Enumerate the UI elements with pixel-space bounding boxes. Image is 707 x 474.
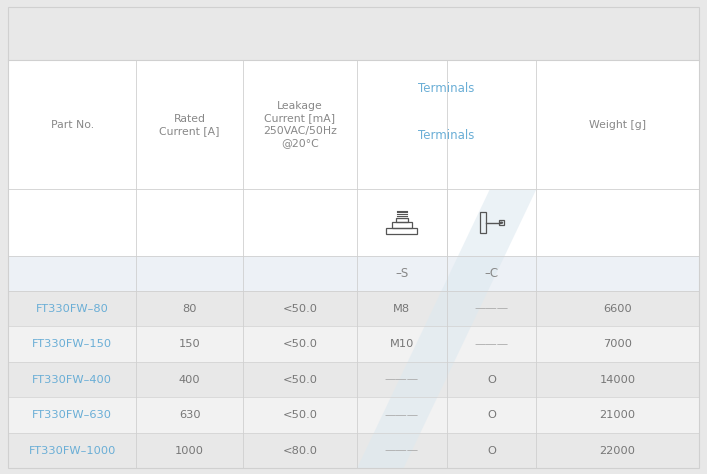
Text: Rated
Current [A]: Rated Current [A] — [159, 113, 220, 136]
Polygon shape — [357, 189, 537, 468]
Circle shape — [500, 221, 503, 224]
Text: 150: 150 — [179, 339, 201, 349]
Text: Part No.: Part No. — [51, 120, 94, 130]
Polygon shape — [8, 326, 699, 362]
Text: O: O — [487, 446, 496, 456]
Text: Terminals: Terminals — [419, 82, 475, 95]
Text: ———: ——— — [385, 410, 419, 420]
Text: <50.0: <50.0 — [283, 374, 317, 384]
Text: 1000: 1000 — [175, 446, 204, 456]
Polygon shape — [8, 60, 699, 468]
Text: 21000: 21000 — [600, 410, 636, 420]
Polygon shape — [8, 291, 699, 326]
Text: 14000: 14000 — [600, 374, 636, 384]
Text: 6600: 6600 — [603, 303, 632, 313]
Polygon shape — [8, 433, 699, 468]
Text: Leakage
Current [mA]
250VAC/50Hz
@20°C: Leakage Current [mA] 250VAC/50Hz @20°C — [263, 101, 337, 148]
Text: ———: ——— — [474, 339, 508, 349]
Text: 400: 400 — [179, 374, 200, 384]
Text: <50.0: <50.0 — [283, 339, 317, 349]
Polygon shape — [8, 60, 699, 189]
Text: FT330FW–630: FT330FW–630 — [33, 410, 112, 420]
Text: FT330FW–1000: FT330FW–1000 — [28, 446, 116, 456]
Polygon shape — [8, 362, 699, 397]
Text: 22000: 22000 — [600, 446, 636, 456]
Text: 7000: 7000 — [603, 339, 632, 349]
Text: –S: –S — [395, 267, 409, 280]
Polygon shape — [8, 397, 699, 433]
Text: 630: 630 — [179, 410, 200, 420]
Polygon shape — [8, 189, 699, 256]
Text: M8: M8 — [393, 303, 410, 313]
Text: <80.0: <80.0 — [283, 446, 317, 456]
Text: ———: ——— — [385, 446, 419, 456]
Text: <50.0: <50.0 — [283, 410, 317, 420]
Polygon shape — [8, 256, 699, 291]
Text: ———: ——— — [474, 303, 508, 313]
Text: Weight [g]: Weight [g] — [589, 120, 646, 130]
Text: FT330FW–80: FT330FW–80 — [36, 303, 109, 313]
Text: FT330FW–150: FT330FW–150 — [33, 339, 112, 349]
Text: M10: M10 — [390, 339, 414, 349]
Text: O: O — [487, 410, 496, 420]
Text: FT330FW–400: FT330FW–400 — [33, 374, 112, 384]
Text: 80: 80 — [182, 303, 197, 313]
Text: ———: ——— — [385, 374, 419, 384]
Polygon shape — [8, 7, 699, 60]
Text: –C: –C — [484, 267, 498, 280]
Text: O: O — [487, 374, 496, 384]
Text: Terminals: Terminals — [419, 129, 475, 142]
Text: <50.0: <50.0 — [283, 303, 317, 313]
